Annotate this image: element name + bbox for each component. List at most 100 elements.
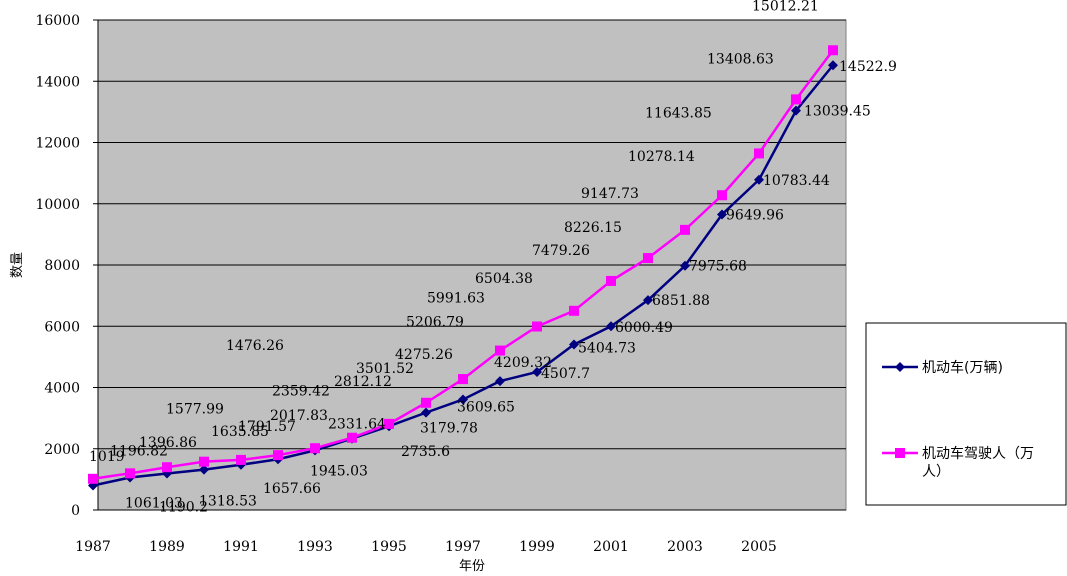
- point-drivers: [384, 418, 394, 429]
- data-label-drivers: 1791.57: [238, 419, 296, 435]
- y-tick-label: 4000: [44, 381, 80, 397]
- point-vehicles: [828, 60, 838, 71]
- y-tick-label: 8000: [44, 258, 80, 274]
- data-label-vehicles: 1190.2: [159, 500, 208, 516]
- point-vehicles: [717, 209, 727, 220]
- gridlines: [98, 19, 846, 450]
- x-tick-label: 2001: [593, 539, 629, 555]
- y-tick-label: 10000: [35, 197, 80, 213]
- data-label-drivers: 13408.63: [707, 51, 774, 67]
- y-tick-label: 0: [71, 503, 80, 519]
- y-tick-label: 14000: [35, 74, 80, 90]
- x-tick-label: 1989: [149, 539, 185, 555]
- y-tick-label: 2000: [44, 442, 80, 458]
- point-drivers: [273, 450, 283, 461]
- x-tick-label: 1999: [519, 539, 555, 555]
- data-label-drivers: 15012.21: [752, 0, 819, 14]
- point-vehicles: [532, 366, 542, 377]
- data-label-drivers: 3501.52: [356, 361, 414, 377]
- data-label-drivers: 10278.14: [628, 149, 695, 165]
- data-label-drivers: 1396.86: [139, 435, 197, 451]
- data-label-vehicles: 14522.9: [839, 59, 897, 75]
- point-drivers: [754, 148, 764, 159]
- point-drivers: [532, 321, 542, 332]
- data-label-vehicles: 5404.73: [578, 340, 636, 356]
- data-label-vehicles: 13039.45: [804, 104, 871, 120]
- data-label-drivers: 4275.26: [395, 347, 453, 363]
- data-label-vehicles: 3179.78: [420, 421, 478, 437]
- point-vehicles: [199, 464, 209, 475]
- data-label-drivers: 6504.38: [475, 271, 533, 287]
- point-drivers: [199, 456, 209, 467]
- point-drivers: [606, 275, 616, 286]
- series-markers: [88, 45, 838, 491]
- data-label-drivers: 8226.15: [564, 220, 622, 236]
- legend-marker-drivers: [895, 448, 905, 458]
- y-tick-labels: 0 2000 4000 6000 8000 10000 12000 14000 16000: [35, 13, 80, 519]
- x-tick-label: 1995: [371, 539, 407, 555]
- x-tick-label: 2003: [667, 539, 703, 555]
- point-drivers: [828, 45, 838, 56]
- data-label-drivers: 11643.85: [645, 105, 712, 121]
- data-label-vehicles: 4209.32: [494, 355, 552, 371]
- legend-marker-vehicles: [895, 362, 905, 372]
- point-drivers: [458, 374, 468, 385]
- legend: 机动车(万辆) 机动车驾驶人（万 人）: [865, 322, 1067, 506]
- point-drivers: [495, 345, 505, 356]
- data-label-vehicles: 2735.6: [401, 444, 450, 460]
- x-tick-label: 2005: [741, 539, 777, 555]
- point-drivers: [162, 462, 172, 473]
- point-drivers: [236, 454, 246, 465]
- x-axis-title: 年份: [459, 559, 485, 574]
- point-vehicles: [421, 407, 431, 418]
- data-label-vehicles: 6000.49: [615, 320, 673, 336]
- x-tick-label: 1987: [75, 539, 111, 555]
- data-label-drivers: 2359.42: [272, 384, 330, 400]
- point-vehicles: [754, 174, 764, 185]
- data-label-drivers: 1635.85: [211, 424, 269, 440]
- data-label-drivers: 2812.12: [334, 374, 392, 390]
- x-tick-label: 1991: [223, 539, 259, 555]
- x-tick-labels: 1987 1989 1991 1993 1995 1997 1999 2001 2003 2005: [75, 539, 777, 555]
- data-label-vehicles: 1061.03: [125, 496, 183, 512]
- data-label-drivers: 5991.63: [427, 291, 485, 307]
- point-vehicles: [458, 394, 468, 405]
- data-label-vehicles: 6851.88: [652, 293, 710, 309]
- legend-label-drivers-line2: 人）: [922, 464, 950, 480]
- point-drivers: [310, 443, 320, 454]
- y-tick-label: 12000: [35, 136, 80, 152]
- point-vehicles: [791, 105, 801, 116]
- data-label-vehicles: 7975.68: [689, 259, 747, 275]
- data-label-drivers: 1196.82: [110, 443, 168, 459]
- legend-label-drivers-line1: 机动车驾驶人（万: [922, 445, 1034, 462]
- data-label-drivers: 5206.79: [406, 315, 464, 331]
- data-label-drivers: 1577.99: [166, 402, 224, 418]
- point-vehicles: [643, 295, 653, 306]
- axes: [93, 19, 846, 511]
- point-drivers: [88, 473, 98, 484]
- point-drivers: [643, 253, 653, 264]
- y-tick-label: 6000: [44, 319, 80, 335]
- y-tick-label: 16000: [35, 13, 80, 29]
- data-label-drivers: 7479.26: [532, 243, 590, 259]
- data-label-vehicles: 10783.44: [763, 173, 830, 189]
- point-vehicles: [569, 339, 579, 350]
- point-drivers: [717, 190, 727, 201]
- data-label-vehicles: 1476.26: [226, 338, 284, 354]
- point-drivers: [680, 224, 690, 235]
- data-label-vehicles: 1945.03: [310, 463, 368, 479]
- legend-label-vehicles: 机动车(万辆): [922, 359, 1003, 376]
- y-axis-title: 数量: [10, 252, 25, 278]
- point-drivers: [791, 94, 801, 105]
- data-label-vehicles: 3609.65: [457, 399, 515, 415]
- point-drivers: [569, 305, 579, 316]
- point-drivers: [421, 397, 431, 408]
- point-drivers: [125, 468, 135, 479]
- x-tick-label: 1997: [445, 539, 481, 555]
- data-label-vehicles: 1657.66: [263, 481, 321, 497]
- data-label-vehicles: 2331.64: [328, 417, 386, 433]
- legend-box: [865, 322, 1067, 506]
- data-label-vehicles: 4507.7: [541, 366, 590, 382]
